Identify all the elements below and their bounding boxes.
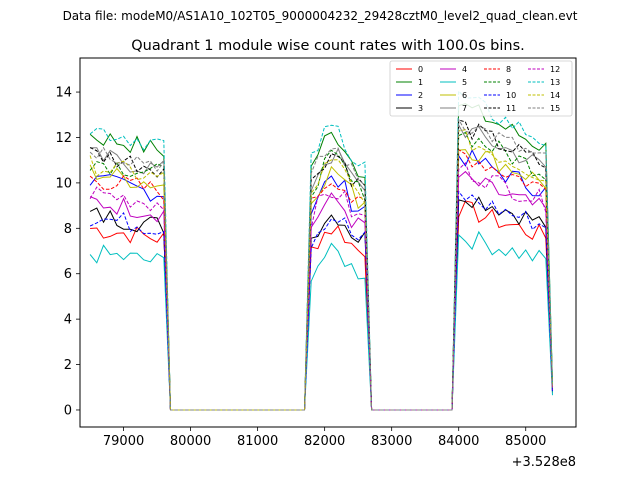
y-tick-label-0: 0 — [64, 403, 72, 418]
x-tick-label-5: 84000 — [438, 434, 479, 449]
series-line-14 — [89, 129, 553, 411]
series-line-10 — [89, 190, 553, 411]
series-line-11 — [89, 119, 553, 411]
series-line-0 — [90, 200, 553, 411]
x-tick-label-0: 79000 — [103, 434, 144, 449]
series-line-13 — [89, 89, 553, 411]
legend-label-8: 8 — [506, 65, 511, 74]
legend-label-1: 1 — [418, 78, 423, 87]
series-line-2 — [89, 148, 553, 411]
x-axis: 79000 80000 81000 82000 83000 84000 85000 — [103, 427, 546, 449]
legend-label-13: 13 — [550, 78, 560, 87]
y-tick-label-4: 8 — [64, 222, 72, 237]
series-line-5 — [89, 230, 553, 411]
x-tick-label-3: 82000 — [304, 434, 345, 449]
legend-label-4: 4 — [462, 65, 467, 74]
series-line-8 — [89, 148, 553, 411]
x-offset-label: +3.528e8 — [512, 455, 576, 470]
y-tick-label-5: 10 — [55, 176, 72, 191]
x-tick-label-4: 83000 — [371, 434, 412, 449]
suptitle: Data file: modeM0/AS1A10_102T05_90000042… — [63, 9, 578, 23]
legend-label-15: 15 — [550, 104, 560, 113]
legend-label-0: 0 — [418, 65, 423, 74]
legend-label-9: 9 — [506, 78, 511, 87]
legend-label-11: 11 — [506, 104, 516, 113]
plot-lines — [89, 89, 553, 411]
series-line-1 — [89, 103, 553, 411]
legend-box — [389, 60, 573, 117]
y-axis: 0 2 4 6 8 10 12 14 — [55, 86, 80, 418]
y-tick-label-1: 2 — [64, 358, 72, 373]
legend-label-3: 3 — [418, 104, 423, 113]
legend-label-6: 6 — [462, 91, 467, 100]
legend-label-5: 5 — [462, 78, 467, 87]
series-line-15 — [89, 117, 553, 411]
legend-label-12: 12 — [550, 65, 560, 74]
legend-label-10: 10 — [506, 91, 516, 100]
series-line-3 — [89, 196, 553, 411]
legend-label-14: 14 — [550, 91, 560, 100]
legend-label-7: 7 — [462, 104, 467, 113]
series-line-12 — [89, 162, 553, 411]
axes-frame — [79, 57, 577, 428]
y-tick-label-7: 14 — [55, 86, 72, 101]
y-tick-label-6: 12 — [55, 131, 72, 146]
x-tick-label-6: 85000 — [505, 434, 546, 449]
y-tick-label-3: 6 — [64, 267, 72, 282]
chart-title: Quadrant 1 module wise count rates with … — [131, 38, 525, 54]
x-tick-label-1: 80000 — [170, 434, 211, 449]
y-tick-label-2: 4 — [64, 313, 72, 328]
x-tick-label-2: 81000 — [237, 434, 278, 449]
legend-label-2: 2 — [418, 91, 423, 100]
